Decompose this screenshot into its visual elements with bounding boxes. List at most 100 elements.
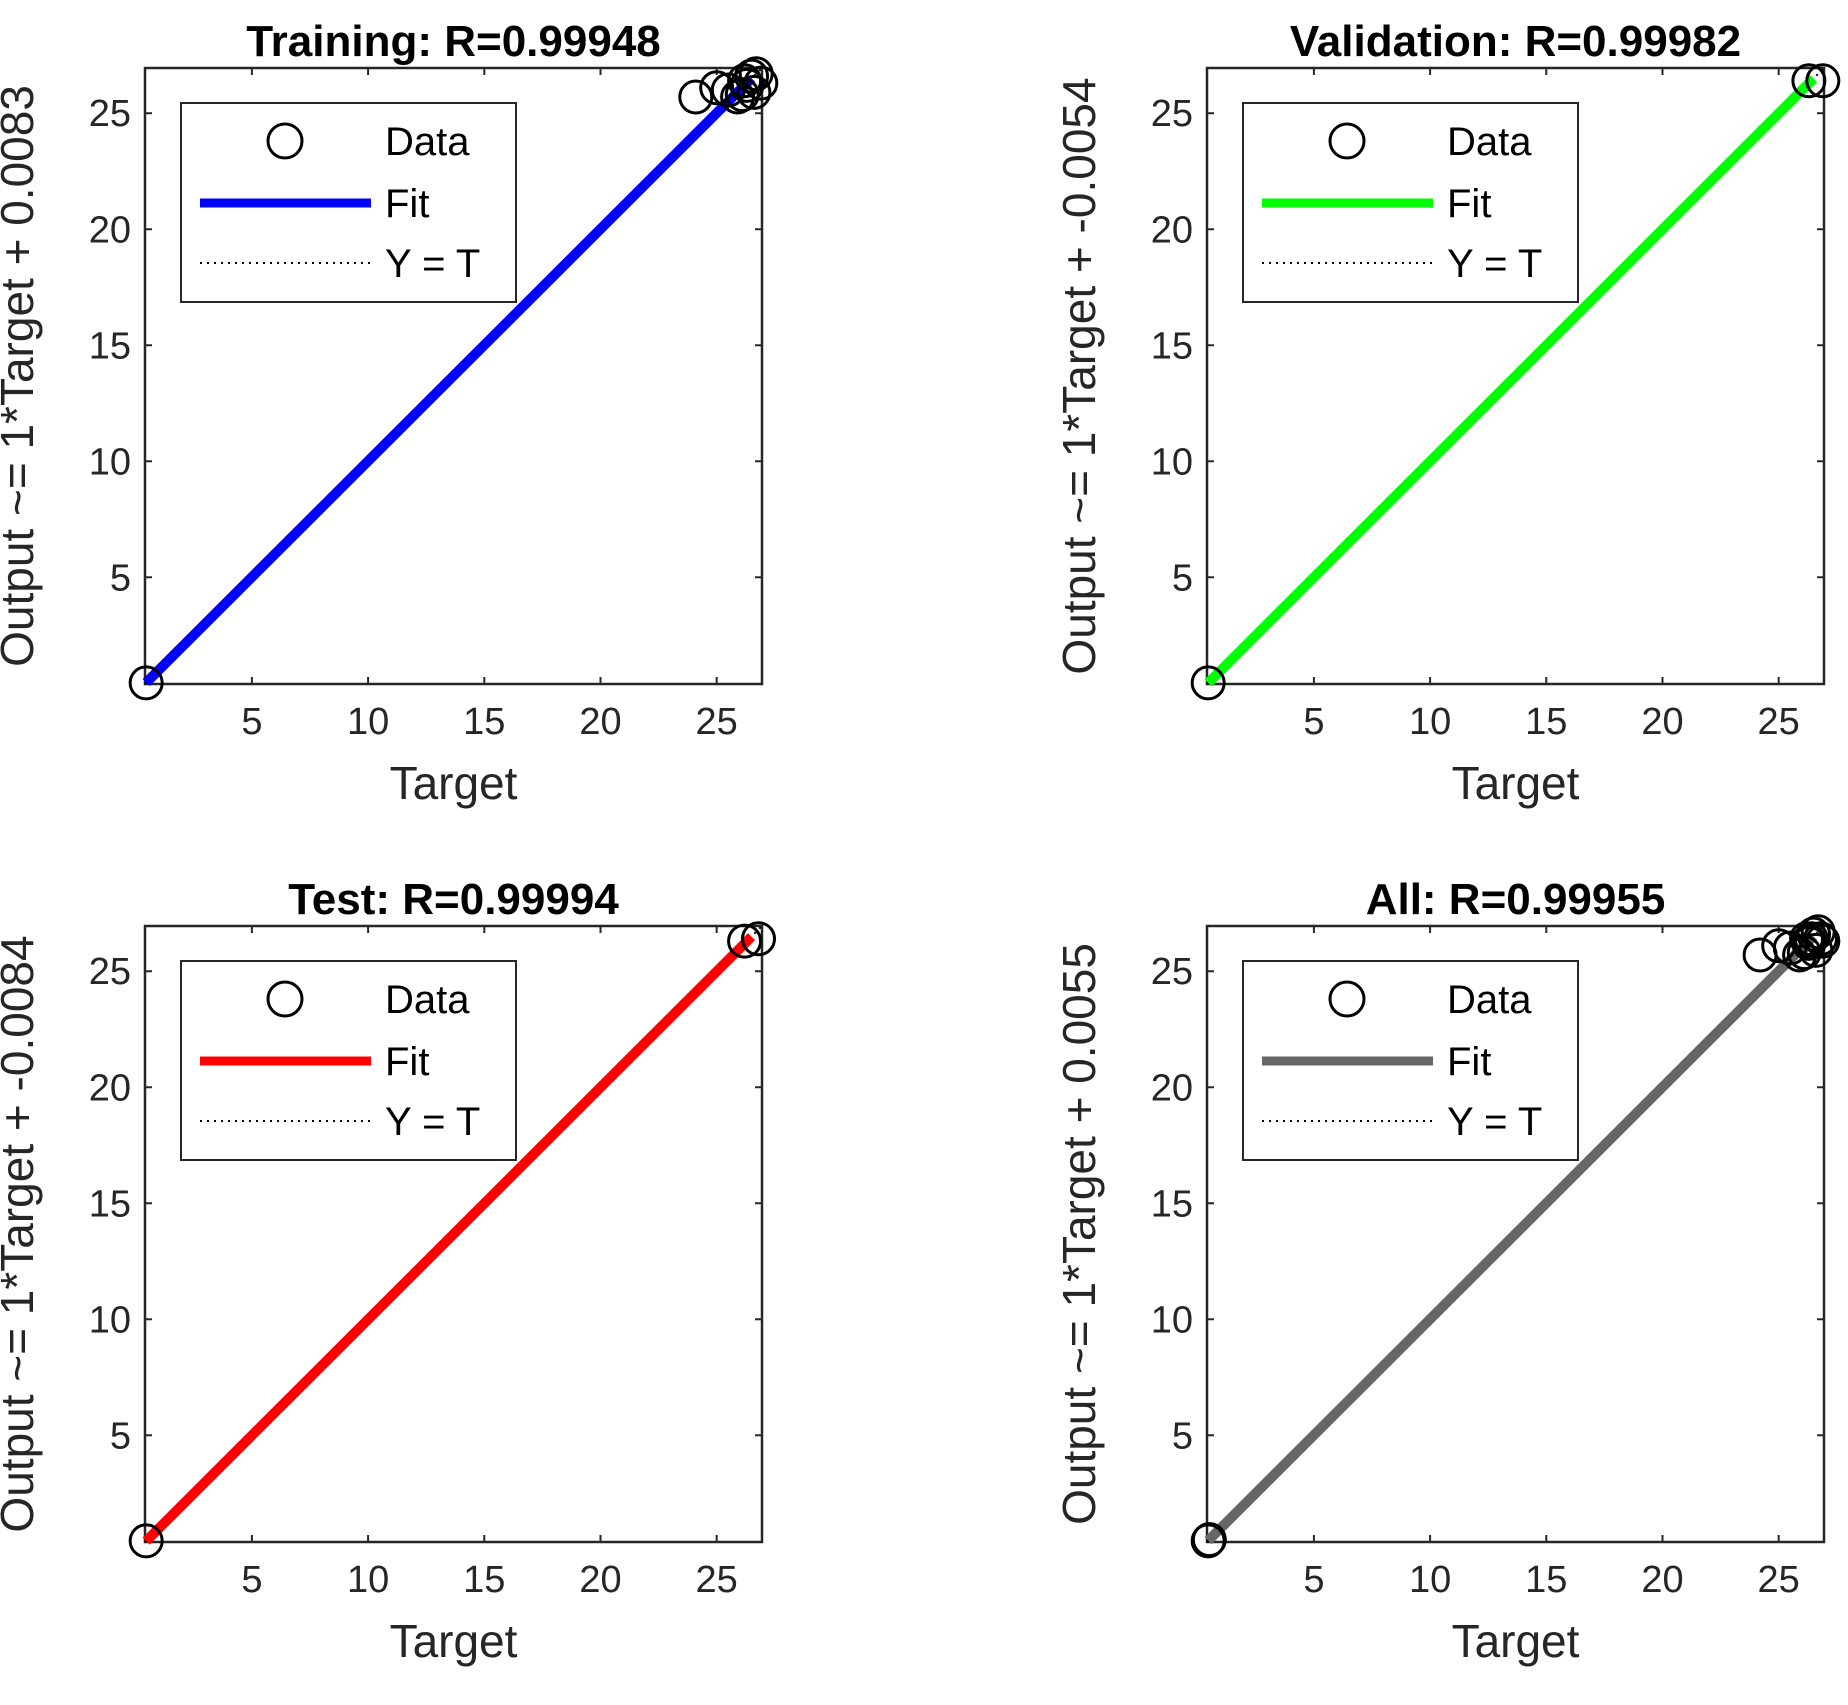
y-axis-label: Output ~= 1*Target + -0.0054 xyxy=(1053,77,1105,674)
x-tick-label: 10 xyxy=(347,701,389,743)
data-point xyxy=(1742,937,1778,973)
x-tick-label: 25 xyxy=(1758,1559,1800,1601)
y-tick-label: 25 xyxy=(89,951,131,993)
x-tick-label: 5 xyxy=(1303,1559,1324,1601)
axes-box xyxy=(143,66,764,686)
data-point xyxy=(1793,921,1829,957)
legend-label-fit: Fit xyxy=(1447,1040,1491,1084)
data-point xyxy=(678,79,714,115)
fit-line xyxy=(142,74,756,687)
data-point xyxy=(734,58,770,94)
data-point xyxy=(1791,63,1827,99)
data-point xyxy=(727,923,763,959)
legend-label-data: Data xyxy=(385,978,470,1022)
legend-label-identity: Y = T xyxy=(385,242,480,286)
x-axis-label: Target xyxy=(1452,757,1580,809)
data-point xyxy=(743,65,779,101)
x-tick-label: 5 xyxy=(241,1559,262,1601)
y-tick-label: 20 xyxy=(89,1067,131,1109)
x-axis-label: Target xyxy=(1452,1615,1580,1667)
y-tick-label: 15 xyxy=(1151,325,1193,367)
y-tick-label: 15 xyxy=(89,325,131,367)
subplot-title: Test: R=0.99994 xyxy=(288,875,619,924)
legend-label-data: Data xyxy=(1447,978,1532,1022)
y-tick-label: 5 xyxy=(110,557,131,599)
legend-label-fit: Fit xyxy=(1447,182,1491,226)
legend: Data Fit Y = T xyxy=(1242,960,1579,1161)
legend-data-marker xyxy=(266,980,304,1018)
subplot-title: Validation: R=0.99982 xyxy=(1290,17,1741,66)
legend-label-fit: Fit xyxy=(385,182,429,226)
legend: Data Fit Y = T xyxy=(180,960,517,1161)
axes-box xyxy=(1205,924,1826,1544)
y-tick-label: 20 xyxy=(89,209,131,251)
data-point xyxy=(727,63,763,99)
x-axis-label: Target xyxy=(390,757,518,809)
legend: Data Fit Y = T xyxy=(1242,102,1579,303)
legend-data-marker xyxy=(1328,980,1366,1018)
legend: Data Fit Y = T xyxy=(180,102,517,303)
y-tick-label: 10 xyxy=(1151,441,1193,483)
y-axis-label: Output ~= 1*Target + 0.0055 xyxy=(1053,943,1105,1525)
legend-label-fit: Fit xyxy=(385,1040,429,1084)
data-point xyxy=(128,1523,164,1559)
y-tick-label: 5 xyxy=(110,1415,131,1457)
x-tick-label: 10 xyxy=(1409,1559,1451,1601)
data-point xyxy=(1190,665,1226,701)
data-point xyxy=(741,921,777,957)
legend-label-identity: Y = T xyxy=(1447,1100,1542,1144)
x-tick-label: 20 xyxy=(1641,1559,1683,1601)
subplot-title: Training: R=0.99948 xyxy=(246,17,661,66)
y-tick-label: 25 xyxy=(1151,93,1193,135)
x-tick-label: 5 xyxy=(241,701,262,743)
y-tick-label: 10 xyxy=(89,441,131,483)
subplot-1: 5 10 15 20 25 5 10 15 20 25 Validation: R=0.99982 T… xyxy=(1053,17,1841,809)
y-tick-label: 15 xyxy=(1151,1183,1193,1225)
x-tick-label: 15 xyxy=(463,701,505,743)
x-tick-label: 15 xyxy=(463,1559,505,1601)
x-tick-label: 10 xyxy=(347,1559,389,1601)
data-point xyxy=(1803,921,1839,957)
y-tick-label: 25 xyxy=(89,93,131,135)
data-point xyxy=(1796,916,1832,952)
y-tick-label: 20 xyxy=(1151,209,1193,251)
x-tick-label: 10 xyxy=(1409,701,1451,743)
x-tick-label: 25 xyxy=(696,1559,738,1601)
x-tick-label: 20 xyxy=(579,701,621,743)
y-axis-label: Output ~= 1*Target + 0.0083 xyxy=(0,85,43,667)
data-point xyxy=(1805,923,1841,959)
legend-label-identity: Y = T xyxy=(1447,242,1542,286)
y-tick-label: 20 xyxy=(1151,1067,1193,1109)
data-point xyxy=(736,74,772,110)
data-point xyxy=(699,70,735,106)
fit-line xyxy=(142,933,756,1545)
y-axis-label: Output ~= 1*Target + -0.0084 xyxy=(0,935,43,1532)
x-tick-label: 25 xyxy=(696,701,738,743)
x-tick-label: 20 xyxy=(579,1559,621,1601)
y-tick-label: 10 xyxy=(89,1299,131,1341)
fit-line xyxy=(1204,75,1818,687)
subplot-title: All: R=0.99955 xyxy=(1366,875,1666,924)
subplot-2: 5 10 15 20 25 5 10 15 20 25 Test: R=0.99994 Target O… xyxy=(0,875,777,1667)
y-tick-label: 10 xyxy=(1151,1299,1193,1341)
y-tick-label: 15 xyxy=(89,1183,131,1225)
x-tick-label: 25 xyxy=(1758,701,1800,743)
axes-box xyxy=(143,924,764,1544)
legend-label-data: Data xyxy=(1447,120,1532,164)
fit-line xyxy=(1204,932,1818,1545)
y-tick-label: 5 xyxy=(1172,557,1193,599)
x-tick-label: 15 xyxy=(1525,701,1567,743)
y-tick-label: 5 xyxy=(1172,1415,1193,1457)
data-point xyxy=(128,665,164,701)
legend-label-identity: Y = T xyxy=(385,1100,480,1144)
data-point xyxy=(1805,63,1841,99)
data-point xyxy=(1791,923,1827,959)
y-tick-label: 25 xyxy=(1151,951,1193,993)
legend-data-marker xyxy=(1328,122,1366,160)
legend-label-data: Data xyxy=(385,120,470,164)
x-axis-label: Target xyxy=(390,1615,518,1667)
subplot-0: 5 10 15 20 25 5 10 15 20 25 Training: R=0.99948 Tar… xyxy=(0,17,779,809)
axes-box xyxy=(1205,66,1826,686)
data-point xyxy=(1191,1522,1227,1558)
